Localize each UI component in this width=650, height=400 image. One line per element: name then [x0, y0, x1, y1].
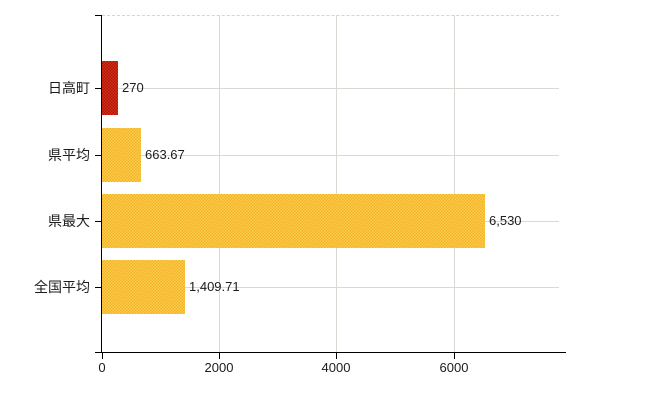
y-axis-line: [101, 15, 102, 353]
bar-value-label-1: 663.67: [145, 147, 185, 162]
category-label-2: 県最大: [48, 213, 90, 229]
x-tick-label-2000: 2000: [204, 360, 234, 375]
x-axis-tick-2000: [219, 353, 220, 359]
bar-value-label-0: 270: [122, 80, 144, 95]
vertical-gridline-2000: [219, 15, 220, 352]
bar-value-label-3: 1,409.71: [189, 279, 240, 294]
x-axis-tick-4000: [336, 353, 337, 359]
bar-県平均: [102, 128, 141, 182]
vertical-gridline-6000: [454, 15, 455, 352]
y-axis-tick-3: [95, 287, 101, 288]
category-label-1: 県平均: [48, 147, 90, 163]
bar-県最大: [102, 194, 485, 248]
category-label-0: 日高町: [48, 80, 90, 96]
x-tick-label-4000: 4000: [321, 360, 351, 375]
y-axis-tick-1: [95, 155, 101, 156]
bar-全国平均: [102, 260, 185, 314]
y-axis-top-tick: [95, 15, 101, 16]
x-tick-label-6000: 6000: [439, 360, 469, 375]
horizontal-gridline-0: [102, 88, 559, 89]
y-axis-tick-0: [95, 88, 101, 89]
x-axis-tick-6000: [454, 353, 455, 359]
bar-value-label-2: 6,530: [489, 213, 522, 228]
plot-top-border-line: [102, 15, 559, 16]
x-axis-line: [95, 352, 566, 353]
vertical-gridline-4000: [336, 15, 337, 352]
category-label-3: 全国平均: [34, 279, 90, 295]
y-axis-tick-2: [95, 221, 101, 222]
horizontal-gridline-1: [102, 155, 559, 156]
x-axis-tick-0: [102, 353, 103, 359]
horizontal-gridline-3: [102, 287, 559, 288]
bar-日高町: [102, 61, 118, 115]
x-tick-label-0: 0: [98, 360, 106, 375]
